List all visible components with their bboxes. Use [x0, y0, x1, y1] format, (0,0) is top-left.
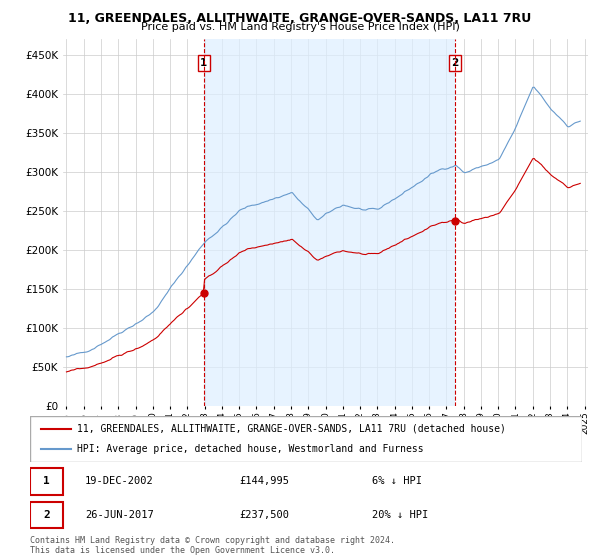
Text: 2: 2: [451, 58, 458, 68]
Bar: [204, 39, 455, 406]
Text: Contains HM Land Registry data © Crown copyright and database right 2024.: Contains HM Land Registry data © Crown c…: [30, 536, 395, 545]
Text: 26-JUN-2017: 26-JUN-2017: [85, 510, 154, 520]
FancyBboxPatch shape: [30, 468, 63, 494]
Text: 2: 2: [43, 510, 50, 520]
FancyBboxPatch shape: [30, 416, 582, 462]
Text: 6% ↓ HPI: 6% ↓ HPI: [372, 477, 422, 486]
Text: HPI: Average price, detached house, Westmorland and Furness: HPI: Average price, detached house, West…: [77, 444, 424, 454]
Text: 20% ↓ HPI: 20% ↓ HPI: [372, 510, 428, 520]
FancyBboxPatch shape: [30, 502, 63, 528]
Text: £237,500: £237,500: [240, 510, 290, 520]
Text: Price paid vs. HM Land Registry's House Price Index (HPI): Price paid vs. HM Land Registry's House …: [140, 22, 460, 32]
Text: 19-DEC-2002: 19-DEC-2002: [85, 477, 154, 486]
Text: This data is licensed under the Open Government Licence v3.0.: This data is licensed under the Open Gov…: [30, 546, 335, 555]
Text: 1: 1: [200, 58, 208, 68]
Text: £144,995: £144,995: [240, 477, 290, 486]
Text: 11, GREENDALES, ALLITHWAITE, GRANGE-OVER-SANDS, LA11 7RU (detached house): 11, GREENDALES, ALLITHWAITE, GRANGE-OVER…: [77, 424, 506, 434]
Text: 11, GREENDALES, ALLITHWAITE, GRANGE-OVER-SANDS, LA11 7RU: 11, GREENDALES, ALLITHWAITE, GRANGE-OVER…: [68, 12, 532, 25]
Text: 1: 1: [43, 477, 50, 486]
